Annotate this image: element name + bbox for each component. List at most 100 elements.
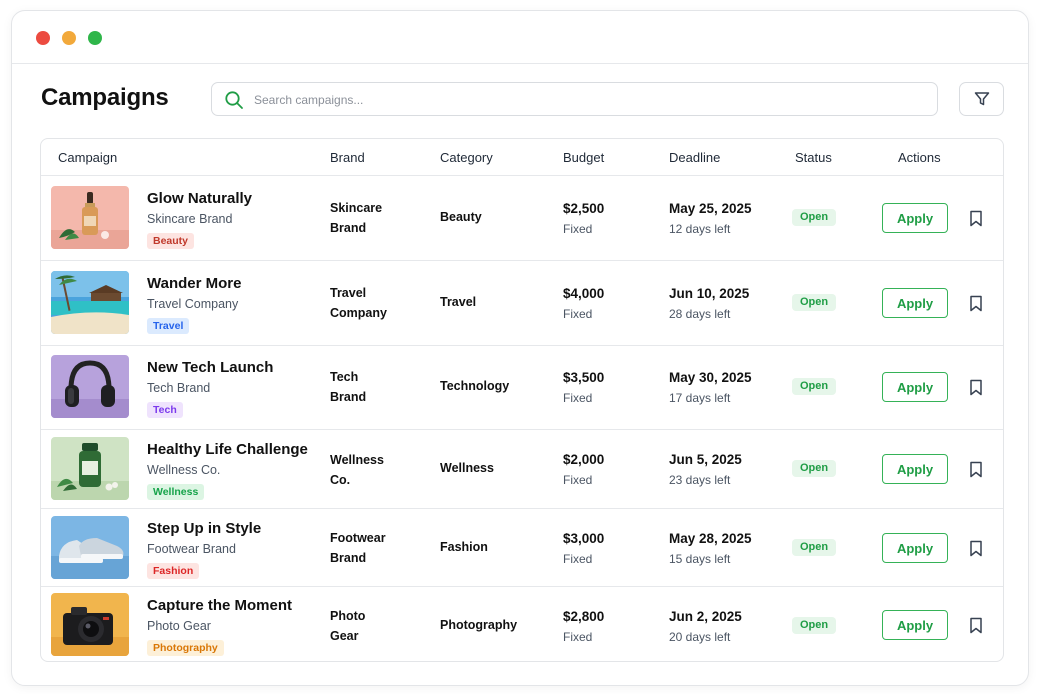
column-header-status[interactable]: Status	[795, 150, 832, 165]
table-row[interactable]: Healthy Life Challenge Wellness Co. Well…	[41, 430, 1003, 509]
column-header-category[interactable]: Category	[440, 150, 493, 165]
brand-cell: Footwear Brand	[330, 529, 386, 568]
campaign-thumbnail-serum	[51, 186, 129, 249]
category-tag: Tech	[147, 402, 183, 418]
bookmark-icon[interactable]	[969, 617, 983, 634]
title-bar	[12, 11, 1028, 64]
brand-line-2: Company	[330, 305, 387, 320]
brand-cell: Travel Company	[330, 284, 387, 323]
campaign-thumbnail-supplement	[51, 437, 129, 500]
brand-line-1: Footwear	[330, 531, 386, 545]
campaign-brand: Footwear Brand	[147, 542, 236, 556]
campaign-brand: Travel Company	[147, 297, 239, 311]
budget-type: Fixed	[563, 630, 593, 644]
status-badge: Open	[792, 294, 836, 311]
bookmark-icon[interactable]	[969, 379, 983, 396]
budget-type: Fixed	[563, 552, 593, 566]
filter-button[interactable]	[959, 82, 1004, 116]
bookmark-icon[interactable]	[969, 540, 983, 557]
campaign-thumbnail-sneakers	[51, 516, 129, 579]
maximize-window-button[interactable]	[88, 31, 102, 45]
column-header-campaign[interactable]: Campaign	[58, 150, 118, 165]
category-tag: Wellness	[147, 484, 205, 500]
filter-icon	[974, 92, 989, 106]
campaign-name[interactable]: Healthy Life Challenge	[147, 441, 308, 458]
campaign-name[interactable]: Glow Naturally	[147, 190, 253, 207]
status-badge: Open	[792, 539, 836, 556]
apply-button[interactable]: Apply	[882, 372, 948, 402]
apply-button[interactable]: Apply	[882, 610, 948, 640]
category-cell: Travel	[440, 295, 477, 309]
bookmark-icon[interactable]	[969, 295, 983, 312]
category-cell: Beauty	[440, 210, 482, 224]
campaign-thumbnail-headphones	[51, 355, 129, 418]
status-badge: Open	[792, 378, 836, 395]
campaign-name[interactable]: Wander More	[147, 275, 242, 292]
brand-line-1: Wellness	[330, 453, 384, 467]
budget-type: Fixed	[563, 473, 593, 487]
budget-amount: $3,000	[563, 531, 605, 546]
search-bar[interactable]	[211, 82, 938, 116]
search-icon	[225, 91, 243, 109]
campaign-thumbnail-beach	[51, 271, 129, 334]
status-badge: Open	[792, 460, 836, 477]
table-header: Campaign Brand Category Budget Deadline …	[41, 139, 1003, 176]
apply-button[interactable]: Apply	[882, 533, 948, 563]
budget-amount: $3,500	[563, 370, 605, 385]
brand-cell: Skincare Brand	[330, 199, 382, 238]
category-tag: Fashion	[147, 563, 200, 579]
days-left: 15 days left	[669, 552, 731, 566]
days-left: 12 days left	[669, 222, 731, 236]
brand-cell: Photo Gear	[330, 607, 365, 646]
deadline-date: Jun 2, 2025	[669, 609, 742, 624]
brand-line-1: Photo	[330, 609, 366, 623]
table-row[interactable]: Glow Naturally Skincare Brand Beauty Ski…	[41, 176, 1003, 261]
search-input[interactable]	[254, 89, 914, 111]
column-header-brand[interactable]: Brand	[330, 150, 365, 165]
apply-button[interactable]: Apply	[882, 203, 948, 233]
brand-line-2: Co.	[330, 472, 351, 487]
category-tag: Beauty	[147, 233, 195, 249]
page-title: Campaigns	[41, 84, 169, 111]
campaign-name[interactable]: Step Up in Style	[147, 520, 262, 537]
campaign-name[interactable]: Capture the Moment	[147, 597, 293, 614]
brand-cell: Wellness Co.	[330, 451, 384, 490]
category-cell: Wellness	[440, 461, 494, 475]
brand-line-2: Brand	[330, 220, 367, 235]
brand-line-1: Tech	[330, 370, 359, 384]
column-header-budget[interactable]: Budget	[563, 150, 605, 165]
campaign-thumbnail-camera	[51, 593, 129, 656]
budget-type: Fixed	[563, 391, 593, 405]
days-left: 28 days left	[669, 307, 731, 321]
table-row[interactable]: Wander More Travel Company Travel Travel…	[41, 261, 1003, 346]
campaign-brand: Tech Brand	[147, 381, 211, 395]
category-cell: Photography	[440, 618, 518, 632]
campaign-brand: Skincare Brand	[147, 212, 233, 226]
app-window: Campaigns Campaign Brand Category Budget…	[11, 10, 1029, 686]
table-row[interactable]: New Tech Launch Tech Brand Tech Tech Bra…	[41, 346, 1003, 430]
column-header-deadline[interactable]: Deadline	[669, 150, 721, 165]
brand-line-1: Travel	[330, 286, 367, 300]
deadline-date: Jun 5, 2025	[669, 452, 742, 467]
table-row[interactable]: Capture the Moment Photo Gear Photograph…	[41, 587, 1003, 661]
category-tag: Photography	[147, 640, 224, 656]
campaign-brand: Photo Gear	[147, 619, 211, 633]
bookmark-icon[interactable]	[969, 461, 983, 478]
table-row[interactable]: Step Up in Style Footwear Brand Fashion …	[41, 509, 1003, 587]
budget-amount: $2,500	[563, 201, 605, 216]
deadline-date: May 28, 2025	[669, 531, 752, 546]
budget-amount: $4,000	[563, 286, 605, 301]
close-window-button[interactable]	[36, 31, 50, 45]
minimize-window-button[interactable]	[62, 31, 76, 45]
category-cell: Technology	[440, 379, 510, 393]
days-left: 20 days left	[669, 630, 731, 644]
status-badge: Open	[792, 617, 836, 634]
deadline-date: May 25, 2025	[669, 201, 752, 216]
campaigns-table: Campaign Brand Category Budget Deadline …	[40, 138, 1004, 662]
apply-button[interactable]: Apply	[882, 288, 948, 318]
apply-button[interactable]: Apply	[882, 454, 948, 484]
campaign-name[interactable]: New Tech Launch	[147, 359, 274, 376]
budget-amount: $2,000	[563, 452, 605, 467]
bookmark-icon[interactable]	[969, 210, 983, 227]
budget-amount: $2,800	[563, 609, 605, 624]
